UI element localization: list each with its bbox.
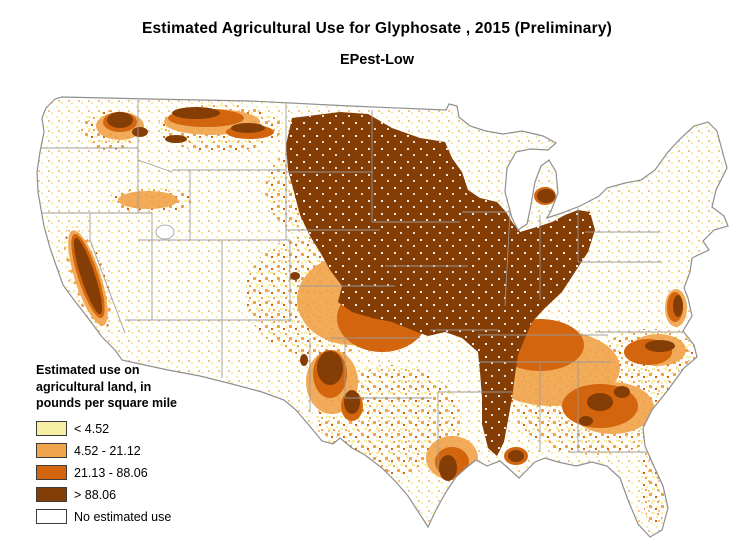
great-salt-lake <box>155 224 175 240</box>
legend-item-21-13-88-06: 21.13 - 88.06 <box>36 465 236 481</box>
legend-swatch-pale-yellow <box>36 421 67 436</box>
legend-swatch-dark-brown <box>36 487 67 502</box>
state-borders <box>40 100 694 470</box>
legend-swatch-burnt-orange <box>36 465 67 480</box>
map-legend: Estimated use on agricultural land, in p… <box>36 362 236 531</box>
legend-title: Estimated use on agricultural land, in p… <box>36 363 178 410</box>
legend-label: 4.52 - 21.12 <box>74 443 141 458</box>
legend-swatch-white <box>36 509 67 524</box>
map-subtitle: EPest-Low <box>339 52 415 68</box>
legend-item-gt-88-06: > 88.06 <box>36 487 236 503</box>
legend-label: > 88.06 <box>74 487 117 502</box>
map-title: Estimated Agricultural Use for Glyphosat… <box>141 20 613 37</box>
legend-label: No estimated use <box>74 509 172 524</box>
legend-label: < 4.52 <box>74 421 110 436</box>
legend-item-4-52-21-12: 4.52 - 21.12 <box>36 443 236 459</box>
legend-item-no-estimated-use: No estimated use <box>36 509 236 525</box>
legend-swatch-light-orange <box>36 443 67 458</box>
legend-item-lt-4-52: < 4.52 <box>36 421 236 437</box>
legend-label: 21.13 - 88.06 <box>74 465 148 480</box>
